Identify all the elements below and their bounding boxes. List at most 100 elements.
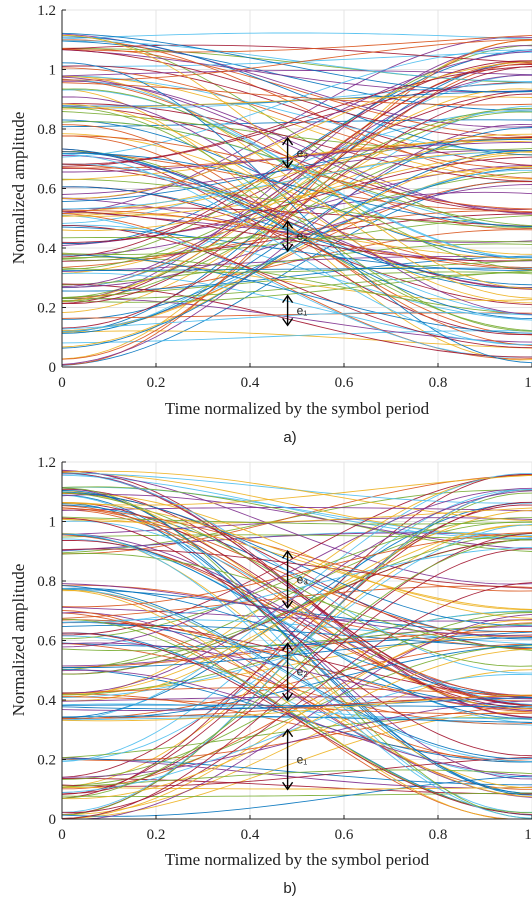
eye-trace bbox=[61, 533, 532, 719]
eye-trace bbox=[61, 123, 532, 365]
x-tick-label: 0 bbox=[58, 827, 66, 843]
eye-trace bbox=[61, 133, 532, 255]
eye-trace bbox=[61, 107, 532, 270]
x-tick-label: 0.4 bbox=[241, 375, 260, 391]
eye-opening-label: e₃ bbox=[297, 573, 309, 587]
eye-trace bbox=[61, 469, 532, 585]
eye-trace bbox=[61, 553, 532, 651]
eye-trace bbox=[61, 298, 532, 343]
eye-trace bbox=[61, 769, 532, 788]
eye-trace bbox=[61, 103, 532, 304]
eye-trace bbox=[61, 502, 532, 611]
x-tick-label: 0.6 bbox=[335, 827, 354, 843]
eye-trace bbox=[61, 34, 532, 53]
eye-trace bbox=[61, 150, 532, 349]
eye-trace bbox=[61, 584, 532, 649]
eye-trace bbox=[61, 119, 532, 259]
eye-trace bbox=[61, 494, 532, 550]
eye-trace bbox=[61, 474, 532, 506]
y-tick-label: 1 bbox=[49, 63, 57, 79]
eye-opening-arrow: e₁ bbox=[282, 728, 307, 791]
x-tick-label: 1 bbox=[524, 827, 532, 843]
eye-trace bbox=[61, 32, 532, 40]
annotations-b: e₃ e₂ e₁ bbox=[282, 550, 309, 791]
eye-trace bbox=[61, 49, 532, 139]
y-tick-label: 1 bbox=[49, 515, 57, 531]
eye-trace bbox=[61, 271, 532, 300]
x-tick-label: 0.6 bbox=[335, 375, 354, 391]
x-tick-label: 0.4 bbox=[241, 827, 260, 843]
eye-trace bbox=[61, 214, 532, 358]
traces-a bbox=[61, 32, 532, 366]
traces-b bbox=[61, 469, 532, 820]
eye-trace bbox=[61, 700, 532, 778]
eye-trace bbox=[61, 90, 532, 244]
eye-trace bbox=[61, 756, 532, 787]
y-tick-label: 0.2 bbox=[37, 301, 56, 317]
eye-trace bbox=[61, 589, 532, 820]
eye-trace bbox=[61, 121, 532, 227]
y-tick-label: 1.2 bbox=[37, 3, 56, 19]
x-axis-label-a: Time normalized by the symbol period bbox=[165, 399, 430, 418]
eye-trace bbox=[61, 124, 532, 346]
eye-trace bbox=[61, 583, 532, 636]
x-tick-label: 1 bbox=[524, 375, 532, 391]
x-tick-label: 0.8 bbox=[429, 827, 448, 843]
x-tick-label: 0.2 bbox=[147, 375, 166, 391]
eye-trace bbox=[61, 32, 532, 93]
eye-opening-arrow: e₃ bbox=[282, 136, 308, 169]
eye-opening-label: e₂ bbox=[297, 229, 309, 243]
eye-trace bbox=[61, 473, 532, 799]
x-tick-label: 0.2 bbox=[147, 827, 166, 843]
eye-trace bbox=[61, 612, 532, 763]
eye-trace bbox=[61, 775, 532, 817]
eye-trace bbox=[61, 637, 532, 669]
eye-trace bbox=[61, 507, 532, 524]
eye-opening-arrow: e₂ bbox=[282, 220, 309, 253]
eye-trace bbox=[61, 696, 532, 702]
y-tick-label: 0.4 bbox=[37, 241, 56, 257]
eye-trace bbox=[61, 704, 532, 708]
eye-trace bbox=[62, 135, 532, 210]
eye-trace bbox=[61, 487, 532, 648]
eye-trace bbox=[61, 470, 532, 522]
eye-opening-label: e₁ bbox=[297, 303, 308, 317]
eye-trace bbox=[61, 523, 532, 761]
eye-trace bbox=[61, 96, 532, 315]
eye-trace bbox=[61, 489, 532, 813]
y-tick-label: 0.8 bbox=[37, 122, 56, 138]
eye-trace bbox=[61, 163, 532, 268]
chart-panel-a: 0 0.2 0.4 0.6 0.8 1 0 0.2 0.4 0.6 0.8 1 1.2 e₃ e₂ e₁ T… bbox=[9, 3, 532, 446]
eye-trace bbox=[61, 623, 532, 652]
eye-trace bbox=[61, 79, 532, 259]
eye-trace bbox=[61, 524, 532, 695]
chart-panel-b: 0 0.2 0.4 0.6 0.8 1 0 0.2 0.4 0.6 0.8 1 1.2 e₃ e₂ e₁ T… bbox=[9, 455, 532, 897]
eye-trace bbox=[61, 539, 532, 710]
eye-trace bbox=[61, 82, 532, 106]
eye-trace bbox=[61, 587, 532, 762]
eye-trace bbox=[62, 533, 532, 819]
eye-trace bbox=[61, 169, 532, 332]
eye-opening-arrow: e₁ bbox=[282, 294, 308, 327]
eye-trace bbox=[62, 76, 532, 299]
eye-trace bbox=[61, 39, 532, 179]
eye-trace bbox=[61, 259, 532, 273]
eye-trace bbox=[61, 36, 532, 214]
eye-trace bbox=[61, 283, 532, 358]
eye-trace bbox=[61, 648, 532, 800]
eye-trace bbox=[61, 474, 532, 699]
eye-opening-arrow: e₂ bbox=[282, 642, 308, 702]
eye-trace bbox=[61, 88, 532, 302]
x-axis-label-b: Time normalized by the symbol period bbox=[165, 850, 430, 869]
axes-a: 0 0.2 0.4 0.6 0.8 1 0 0.2 0.4 0.6 0.8 1 1.2 bbox=[37, 3, 532, 391]
eye-trace bbox=[61, 163, 532, 316]
eye-trace bbox=[61, 585, 532, 760]
eye-trace bbox=[61, 505, 532, 697]
eye-trace bbox=[61, 210, 532, 271]
eye-trace bbox=[61, 494, 532, 794]
eye-trace bbox=[61, 643, 532, 720]
y-tick-label: 0 bbox=[49, 360, 57, 376]
eye-trace bbox=[61, 49, 532, 158]
eye-trace bbox=[61, 96, 532, 110]
